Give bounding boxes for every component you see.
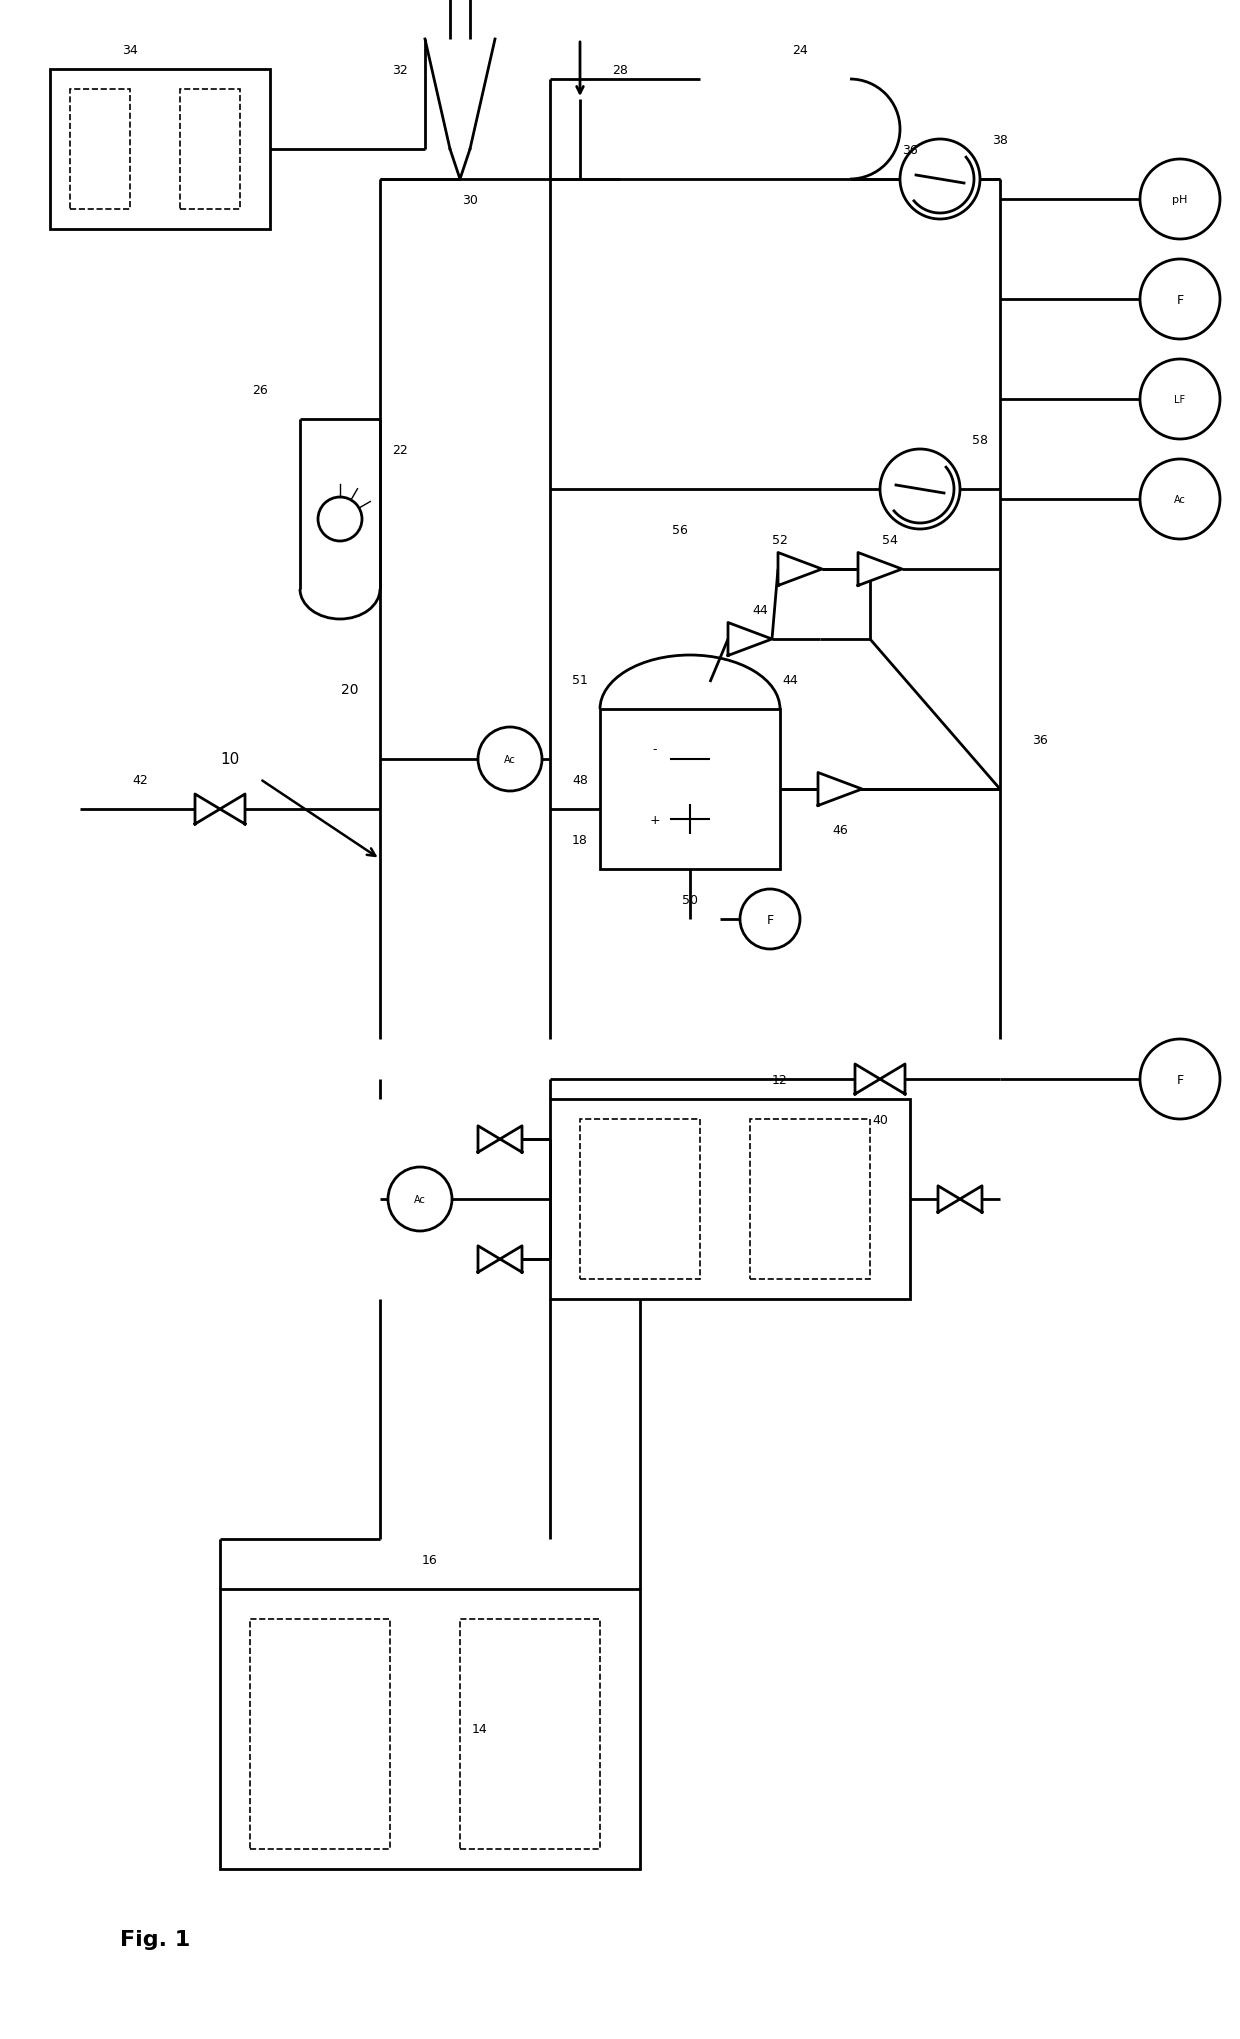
Text: LF: LF bbox=[1174, 396, 1185, 406]
Polygon shape bbox=[500, 1126, 522, 1152]
Circle shape bbox=[1140, 1040, 1220, 1119]
Polygon shape bbox=[858, 553, 901, 587]
Text: 48: 48 bbox=[572, 773, 588, 787]
Text: 50: 50 bbox=[682, 893, 698, 905]
Text: 36: 36 bbox=[903, 143, 918, 157]
Text: Ac: Ac bbox=[414, 1195, 425, 1205]
Text: pH: pH bbox=[1172, 196, 1188, 204]
Text: 30: 30 bbox=[463, 194, 477, 206]
Polygon shape bbox=[960, 1187, 982, 1213]
Polygon shape bbox=[777, 553, 822, 587]
Bar bbox=[551, 1099, 910, 1299]
Text: 28: 28 bbox=[613, 63, 627, 75]
Text: +: + bbox=[650, 814, 661, 826]
Text: 32: 32 bbox=[392, 63, 408, 75]
Text: 44: 44 bbox=[753, 604, 768, 616]
Bar bbox=[50, 69, 270, 230]
Bar bbox=[250, 1619, 391, 1849]
Polygon shape bbox=[477, 1246, 500, 1272]
Circle shape bbox=[1140, 259, 1220, 341]
Text: F: F bbox=[766, 913, 774, 926]
Polygon shape bbox=[728, 624, 773, 657]
Text: 16: 16 bbox=[422, 1554, 438, 1566]
Text: -: - bbox=[652, 742, 657, 756]
Text: 46: 46 bbox=[832, 824, 848, 836]
Text: 34: 34 bbox=[122, 43, 138, 57]
Text: 44: 44 bbox=[782, 673, 797, 687]
Text: 26: 26 bbox=[252, 383, 268, 396]
Circle shape bbox=[880, 451, 960, 530]
Text: 51: 51 bbox=[572, 673, 588, 687]
Bar bbox=[69, 90, 130, 210]
Text: 22: 22 bbox=[392, 442, 408, 457]
Text: Ac: Ac bbox=[1174, 495, 1185, 506]
Circle shape bbox=[740, 889, 800, 950]
Text: 56: 56 bbox=[672, 524, 688, 536]
Text: Ac: Ac bbox=[505, 754, 516, 765]
Bar bbox=[460, 1619, 600, 1849]
Circle shape bbox=[900, 141, 980, 220]
Text: 20: 20 bbox=[341, 683, 358, 697]
Polygon shape bbox=[477, 1126, 500, 1152]
Polygon shape bbox=[856, 1064, 880, 1095]
Bar bbox=[750, 1119, 870, 1278]
Circle shape bbox=[317, 498, 362, 542]
Text: 54: 54 bbox=[882, 534, 898, 546]
Text: 36: 36 bbox=[1032, 734, 1048, 746]
Polygon shape bbox=[880, 1064, 905, 1095]
Text: 42: 42 bbox=[133, 773, 148, 787]
Text: 38: 38 bbox=[992, 133, 1008, 147]
Polygon shape bbox=[500, 1246, 522, 1272]
Bar bbox=[580, 1119, 701, 1278]
Text: 40: 40 bbox=[872, 1113, 888, 1126]
Text: 12: 12 bbox=[773, 1073, 787, 1087]
Text: 10: 10 bbox=[221, 752, 239, 767]
Polygon shape bbox=[937, 1187, 960, 1213]
Text: F: F bbox=[1177, 1073, 1183, 1087]
Circle shape bbox=[388, 1168, 453, 1232]
Circle shape bbox=[477, 728, 542, 791]
Circle shape bbox=[1140, 159, 1220, 241]
Text: 58: 58 bbox=[972, 432, 988, 447]
Text: F: F bbox=[1177, 294, 1183, 306]
Polygon shape bbox=[818, 773, 862, 805]
Bar bbox=[180, 90, 241, 210]
Polygon shape bbox=[195, 795, 219, 824]
Text: 14: 14 bbox=[472, 1723, 487, 1735]
Bar bbox=[219, 1588, 640, 1870]
Text: 18: 18 bbox=[572, 834, 588, 846]
Text: Fig. 1: Fig. 1 bbox=[120, 1929, 190, 1949]
Text: 52: 52 bbox=[773, 534, 787, 546]
Bar bbox=[600, 710, 780, 869]
Circle shape bbox=[1140, 359, 1220, 440]
Circle shape bbox=[1140, 459, 1220, 540]
Text: 24: 24 bbox=[792, 43, 808, 57]
Polygon shape bbox=[219, 795, 246, 824]
